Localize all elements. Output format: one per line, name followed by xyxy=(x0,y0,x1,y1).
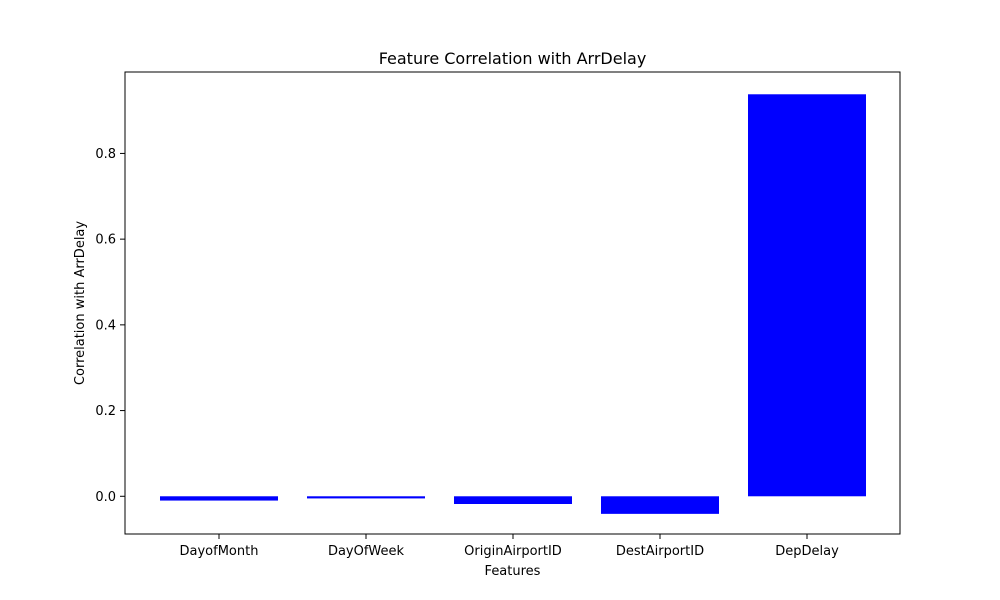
x-axis-ticks: DayofMonth DayOfWeek OriginAirportID DestAi… xyxy=(180,534,839,559)
y-tick-label: 0.8 xyxy=(95,147,116,162)
x-tick-label: DestAirportID xyxy=(616,544,704,559)
bar-DestAirportID xyxy=(601,496,719,514)
y-axis-label: Correlation with ArrDelay xyxy=(73,221,88,385)
x-tick-label: DayofMonth xyxy=(180,544,259,559)
y-tick-label: 0.0 xyxy=(95,490,116,505)
bar-DepDelay xyxy=(748,94,866,497)
x-tick-label: DepDelay xyxy=(775,544,839,559)
y-tick-label: 0.4 xyxy=(95,318,116,333)
bar-DayofMonth xyxy=(160,496,278,501)
bars-group xyxy=(160,94,866,514)
plot-frame xyxy=(124,71,901,535)
x-tick-label: DayOfWeek xyxy=(328,544,405,559)
y-tick-label: 0.6 xyxy=(95,233,116,248)
y-tick-label: 0.2 xyxy=(95,404,116,419)
y-axis-ticks: 0.0 0.2 0.4 0.6 0.8 xyxy=(95,147,125,505)
x-axis-label: Features xyxy=(485,564,541,579)
bar-OriginAirportID xyxy=(454,496,572,504)
chart-title: Feature Correlation with ArrDelay xyxy=(379,49,647,68)
x-tick-label: OriginAirportID xyxy=(464,544,562,559)
bar-DayOfWeek xyxy=(307,496,425,499)
